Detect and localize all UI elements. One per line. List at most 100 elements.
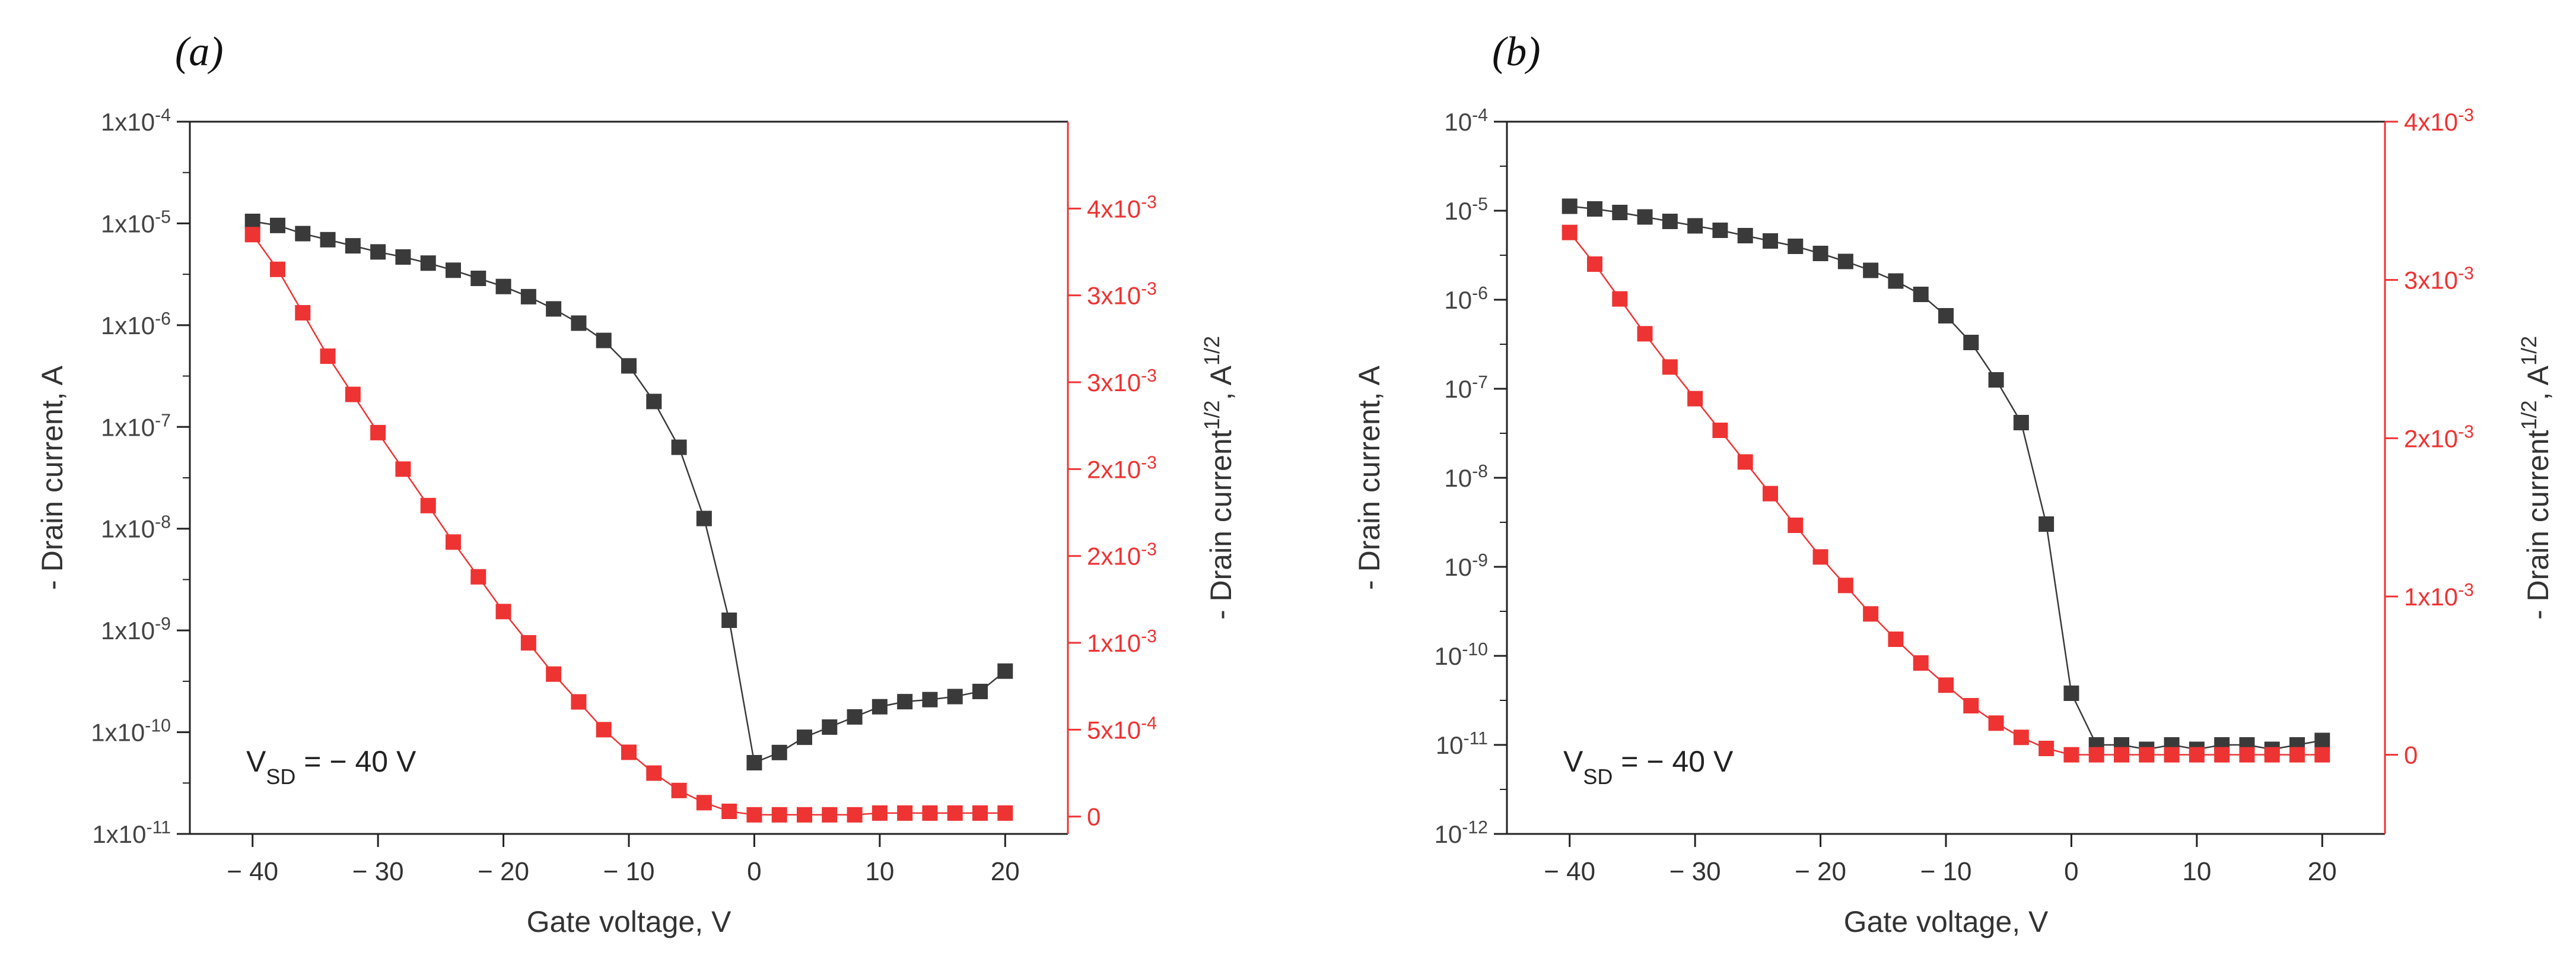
sqrt-drain-current-point: [872, 805, 888, 821]
left-tick-label: 1x10-6: [101, 309, 171, 340]
sqrt-drain-current-point: [1687, 391, 1703, 407]
left-tick-label: 1x10-11: [92, 818, 171, 849]
left-tick-label: 10-4: [1444, 106, 1488, 137]
drain-current-point: [2013, 415, 2029, 430]
drain-current-point: [997, 663, 1013, 679]
right-tick-label: 2x10-3: [1087, 453, 1157, 484]
drain-current-point: [520, 288, 536, 304]
left-tick-label: 10-8: [1444, 462, 1488, 493]
drain-current-point: [1788, 239, 1804, 254]
right-tick-label: 1x10-3: [2404, 580, 2474, 611]
sqrt-drain-current-point: [947, 805, 963, 821]
drain-current-point: [1561, 198, 1578, 214]
panel-a: (a) − 40 − 30 − 20 − 10 0 10 20 1x10-4 1x10-5 1x10…: [36, 29, 1238, 938]
x-tick-label: 0: [2064, 857, 2078, 886]
right-tick-label: 3x10-3: [1087, 366, 1157, 397]
drain-current-point: [771, 744, 787, 760]
sqrt-drain-current-point: [1788, 518, 1804, 533]
x-tick-label: 10: [865, 857, 894, 886]
drain-current-point: [1763, 233, 1778, 249]
x-tick-label: − 30: [1669, 857, 1721, 886]
sqrt-drain-current-point: [2013, 729, 2029, 745]
sqrt-drain-current-point: [1988, 715, 2004, 731]
sqrt-drain-current-point: [1637, 326, 1653, 342]
drain-current-point: [696, 510, 712, 526]
drain-current-point: [1988, 372, 2004, 388]
right-y-axis-title: - Drain current1/2, A1/2: [1200, 336, 1238, 620]
right-tick-label: 3x10-3: [1087, 279, 1157, 310]
sqrt-drain-current-point: [646, 765, 662, 781]
sqrt-drain-current-point: [1712, 423, 1728, 438]
drain-current-point: [822, 719, 838, 735]
left-tick-label: 10-10: [1435, 640, 1488, 671]
left-tick-label: 1x10-9: [101, 614, 171, 645]
sqrt-drain-current-point: [470, 569, 486, 585]
sqrt-drain-current-point: [696, 795, 712, 811]
sqrt-drain-current-point: [345, 386, 361, 402]
drain-current-point: [596, 332, 612, 348]
left-tick-label: 1x10-5: [101, 207, 171, 238]
sqrt-drain-current-point: [2114, 747, 2129, 763]
right-tick-label: 3x10-3: [2404, 264, 2474, 294]
sqrt-drain-current-point: [596, 722, 612, 738]
sqrt-drain-current-point: [295, 304, 311, 321]
drain-current-point: [320, 231, 336, 248]
left-y-axis-title: - Drain current, A: [36, 365, 69, 590]
drain-current-point: [446, 262, 461, 278]
sqrt-drain-current-point: [922, 805, 938, 821]
drain-current-point: [345, 238, 361, 254]
sqrt-drain-current-point: [822, 807, 838, 823]
left-y-axis-title: - Drain current, A: [1353, 365, 1386, 590]
drain-current-point: [395, 249, 411, 265]
sqrt-drain-current-point: [1737, 454, 1753, 470]
drain-current-point: [1612, 205, 1628, 220]
drain-current-point: [947, 689, 963, 705]
drain-current-point: [2063, 686, 2079, 701]
sqrt-drain-current-point: [244, 227, 260, 243]
vsd-annotation: VSD = − 40 V: [1563, 745, 1734, 789]
x-tick-label: − 10: [1920, 857, 1972, 886]
x-tick-label: − 20: [478, 857, 529, 886]
sqrt-drain-current-point: [2038, 741, 2055, 756]
sqrt-drain-current-point: [2189, 747, 2205, 763]
x-tick-label: − 40: [227, 857, 278, 886]
sqrt-drain-current-point: [671, 782, 687, 798]
right-tick-label: 4x10-3: [1087, 192, 1157, 223]
panel-label: (a): [175, 29, 224, 75]
drain-current-point: [295, 226, 311, 242]
drain-current-point: [1938, 308, 1954, 323]
right-y-axis-title: - Drain current1/2, A1/2: [2517, 336, 2555, 620]
sqrt-drain-current-point: [997, 805, 1013, 821]
sqrt-drain-current-point: [746, 807, 762, 823]
x-axis-title: Gate voltage, V: [1844, 905, 2049, 938]
x-tick-label: 20: [2308, 857, 2337, 886]
panel-label: (b): [1492, 29, 1541, 75]
sqrt-drain-current-point: [370, 424, 386, 440]
x-tick-label: 10: [2182, 857, 2211, 886]
sqrt-drain-current-point: [2214, 747, 2230, 763]
drain-current-point: [1888, 273, 1904, 289]
drain-current-point: [2314, 732, 2330, 748]
sqrt-drain-current-point: [320, 348, 336, 364]
drain-current-line: [252, 220, 1006, 764]
sqrt-drain-current-point: [897, 805, 913, 821]
sqrt-drain-current-point: [1863, 606, 1879, 622]
sqrt-drain-current-line: [252, 234, 1006, 816]
drain-current-point: [621, 358, 637, 374]
drain-current-point: [797, 729, 812, 745]
x-axis-title: Gate voltage, V: [527, 905, 732, 938]
left-tick-label: 10-9: [1444, 551, 1488, 582]
drain-current-point: [495, 278, 511, 294]
right-tick-label: 2x10-3: [2404, 422, 2474, 453]
drain-current-point: [244, 214, 260, 229]
vsd-annotation: VSD = − 40 V: [246, 745, 416, 789]
drain-current-point: [1837, 253, 1853, 269]
drain-current-point: [1712, 223, 1728, 238]
sqrt-drain-current-point: [1763, 486, 1778, 502]
left-tick-label: 10-5: [1444, 195, 1488, 226]
sqrt-drain-current-point: [2088, 747, 2104, 763]
sqrt-drain-current-point: [1612, 291, 1628, 307]
sqrt-drain-current-point: [1561, 224, 1578, 240]
drain-current-point: [1587, 201, 1602, 217]
sqrt-drain-current-point: [1812, 549, 1828, 565]
